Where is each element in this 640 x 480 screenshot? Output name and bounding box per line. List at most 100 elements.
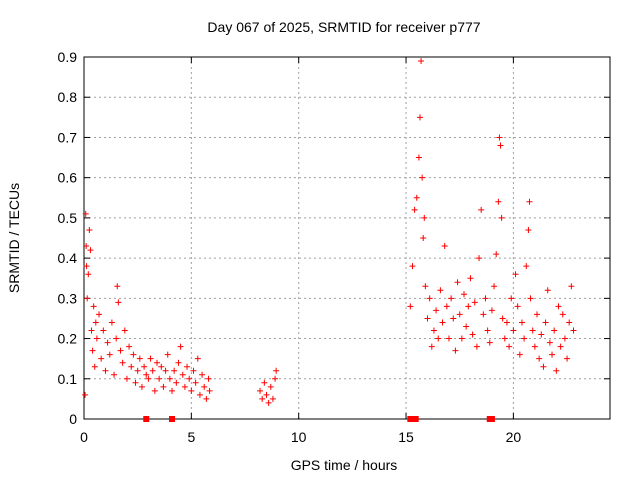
data-point [88,327,95,334]
data-point [93,335,100,342]
data-point [162,367,169,374]
data-point [518,319,525,326]
data-point [465,303,472,310]
x-axis-label: GPS time / hours [291,457,398,473]
data-point [186,375,193,382]
chart-title: Day 067 of 2025, SRMTID for receiver p77… [207,19,480,35]
data-point [527,295,534,302]
data-point [104,339,111,346]
data-point [493,251,500,258]
data-point [499,315,506,322]
data-point [84,295,91,302]
data-point [525,226,532,233]
data-point [422,283,429,290]
data-point [169,387,176,394]
data-point [557,343,564,350]
data-point [512,271,519,278]
data-point [419,174,426,181]
data-point [273,367,280,374]
data-point [261,379,268,386]
data-point [564,355,571,362]
data-point [192,379,199,386]
y-tick-label: 0.5 [58,210,78,226]
data-point [102,367,109,374]
data-point [263,391,270,398]
data-points [82,58,577,422]
data-point [206,387,213,394]
data-point [555,303,562,310]
data-point [87,247,94,254]
data-point [111,371,118,378]
data-point [194,355,201,362]
data-point [128,363,135,370]
data-point [106,351,113,358]
data-point [424,315,431,322]
data-point [82,210,89,217]
data-point [430,327,437,334]
data-point [141,363,148,370]
y-tick-label: 0.4 [58,250,78,266]
x-tick-label: 5 [187,429,195,445]
data-point [544,287,551,294]
data-point [534,311,541,318]
y-tick-label: 0.9 [58,49,78,65]
data-point [445,335,452,342]
data-point [201,383,208,390]
data-point [267,383,274,390]
data-point [549,351,556,358]
data-point [96,311,103,318]
data-point [421,214,428,221]
data-point [100,327,107,334]
data-point [259,395,266,402]
data-point [177,343,184,350]
data-point [85,271,92,278]
data-point [156,375,163,382]
x-tick-label: 10 [291,429,307,445]
data-point [542,319,549,326]
data-point [435,335,442,342]
data-point [130,351,137,358]
data-point [92,319,99,326]
data-point [478,206,485,213]
data-point [508,295,515,302]
data-point [416,114,423,121]
data-point [136,355,143,362]
data-point [149,367,156,374]
data-point [90,303,97,310]
data-point [486,339,493,346]
data-point [506,343,513,350]
data-point [89,347,96,354]
data-point [471,299,478,306]
data-point [458,335,465,342]
y-axis: 0 0.1 0.2 0.3 0.4 0.5 0.6 0.7 0.8 0.9 [58,49,610,427]
zero-marker [407,416,414,422]
data-point [181,383,188,390]
data-point [503,319,510,326]
data-point [153,359,160,366]
data-point [480,311,487,318]
data-point [91,363,98,370]
data-point [450,315,457,322]
data-point [82,391,89,398]
data-point [151,387,158,394]
data-point [452,347,459,354]
y-tick-label: 0.8 [58,89,78,105]
data-point [413,194,420,201]
data-point [166,375,173,382]
data-point [568,283,575,290]
data-point [467,275,474,282]
data-point [497,142,504,149]
data-point [454,279,461,286]
data-point [199,371,206,378]
data-point [115,299,122,306]
data-point [484,327,491,334]
data-point [114,283,121,290]
data-point [426,295,433,302]
data-point [409,263,416,270]
data-point [514,303,521,310]
data-point [536,355,543,362]
data-point [496,134,503,141]
data-point [476,255,483,262]
plot-frame [83,56,611,420]
